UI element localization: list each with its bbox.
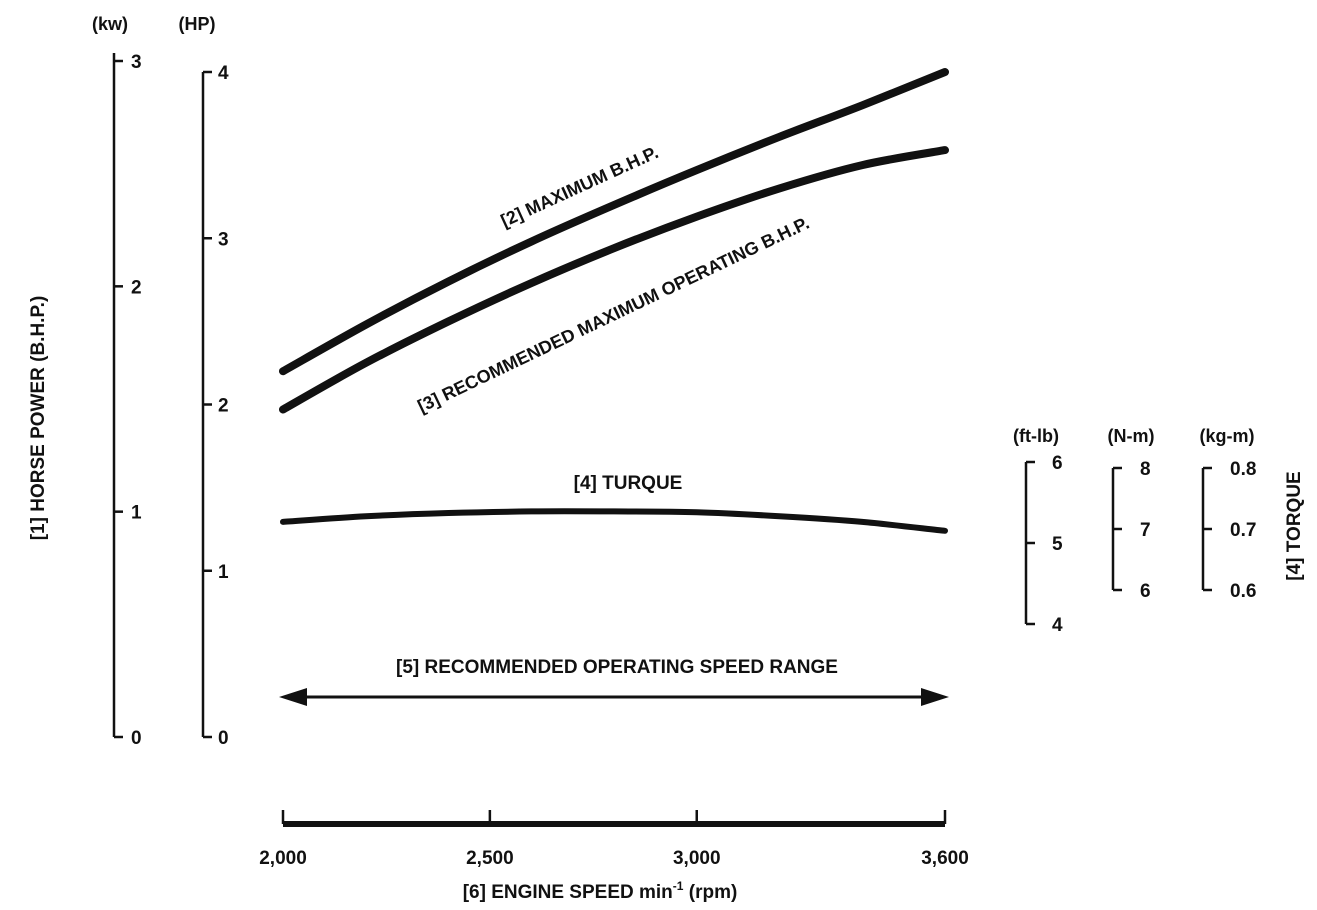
x-axis: 2,000 2,500 3,000 3,600 [6] ENGINE SPEED mi… bbox=[259, 810, 969, 903]
hp-tick-label: 3 bbox=[218, 229, 229, 250]
hp-tick-label: 0 bbox=[218, 728, 229, 749]
ftlb-tick-label: 5 bbox=[1052, 534, 1063, 555]
kgm-tick-label: 0.7 bbox=[1230, 520, 1256, 541]
kw-unit-label: (kw) bbox=[92, 14, 128, 34]
kw-tick-label: 1 bbox=[131, 503, 142, 524]
kgm-unit-label: (kg-m) bbox=[1200, 426, 1255, 446]
nm-tick-label: 8 bbox=[1140, 459, 1151, 480]
nm-unit-label: (N-m) bbox=[1108, 426, 1155, 446]
kgm-ticks: 0.6 0.7 0.8 bbox=[1203, 459, 1256, 602]
kgm-tick-label: 0.8 bbox=[1230, 459, 1256, 480]
right-torque-axes: [4] TORQUE (ft-lb) (N-m) (kg-m) 456 678 … bbox=[1013, 426, 1305, 636]
hp-tick-label: 4 bbox=[218, 63, 229, 84]
torque-curve bbox=[280, 508, 948, 534]
range-arrow-left-head bbox=[279, 688, 307, 706]
right-axis-title: [4] TORQUE bbox=[1284, 471, 1305, 580]
left-axis-title: [1] HORSE POWER (B.H.P.) bbox=[28, 296, 49, 541]
kw-tick-label: 2 bbox=[131, 277, 142, 298]
nm-ticks: 6 7 8 bbox=[1113, 459, 1151, 602]
x-tick-label: 3,000 bbox=[673, 848, 721, 869]
x-axis-title: [6] ENGINE SPEED min-1 (rpm) bbox=[463, 879, 738, 903]
operating-speed-range: [5] RECOMMENDED OPERATING SPEED RANGE bbox=[279, 657, 949, 706]
x-axis-title-unit: (rpm) bbox=[683, 882, 737, 903]
ftlb-tick-label: 6 bbox=[1052, 453, 1063, 474]
maximum-bhp-curve bbox=[279, 68, 949, 376]
recommended-max-operating-bhp-label: [3] RECOMMENDED MAXIMUM OPERATING B.H.P. bbox=[414, 213, 812, 417]
x-tick-label: 2,500 bbox=[466, 848, 514, 869]
hp-unit-label: (HP) bbox=[179, 14, 216, 34]
kw-ticks: 0 1 2 3 bbox=[114, 52, 142, 749]
operating-speed-range-label: [5] RECOMMENDED OPERATING SPEED RANGE bbox=[396, 657, 838, 678]
kw-tick-label: 3 bbox=[131, 52, 142, 73]
hp-tick-label: 1 bbox=[218, 562, 229, 583]
range-arrow-right-head bbox=[921, 688, 949, 706]
nm-tick-label: 6 bbox=[1140, 581, 1151, 602]
ftlb-ticks: 4 5 6 bbox=[1026, 453, 1063, 636]
x-axis-title-main: [6] ENGINE SPEED min bbox=[463, 882, 673, 903]
kgm-tick-label: 0.6 bbox=[1230, 581, 1256, 602]
kw-tick-label: 0 bbox=[131, 728, 142, 749]
x-tick-label: 2,000 bbox=[259, 848, 307, 869]
x-ticks: 2,000 2,500 3,000 3,600 bbox=[259, 810, 969, 869]
hp-tick-label: 2 bbox=[218, 396, 229, 417]
left-power-axes: [1] HORSE POWER (B.H.P.) (kw) (HP) 0123 … bbox=[28, 14, 229, 749]
hp-ticks: 0 1 2 3 4 bbox=[203, 63, 229, 749]
ftlb-tick-label: 4 bbox=[1052, 615, 1063, 636]
x-tick-label: 3,600 bbox=[921, 848, 969, 869]
x-axis-title-superscript: -1 bbox=[673, 879, 684, 893]
curves bbox=[279, 68, 949, 534]
recommended-max-operating-bhp-curve bbox=[279, 146, 949, 414]
torque-label: [4] TURQUE bbox=[574, 473, 683, 494]
nm-tick-label: 7 bbox=[1140, 520, 1151, 541]
ftlb-unit-label: (ft-lb) bbox=[1013, 426, 1059, 446]
